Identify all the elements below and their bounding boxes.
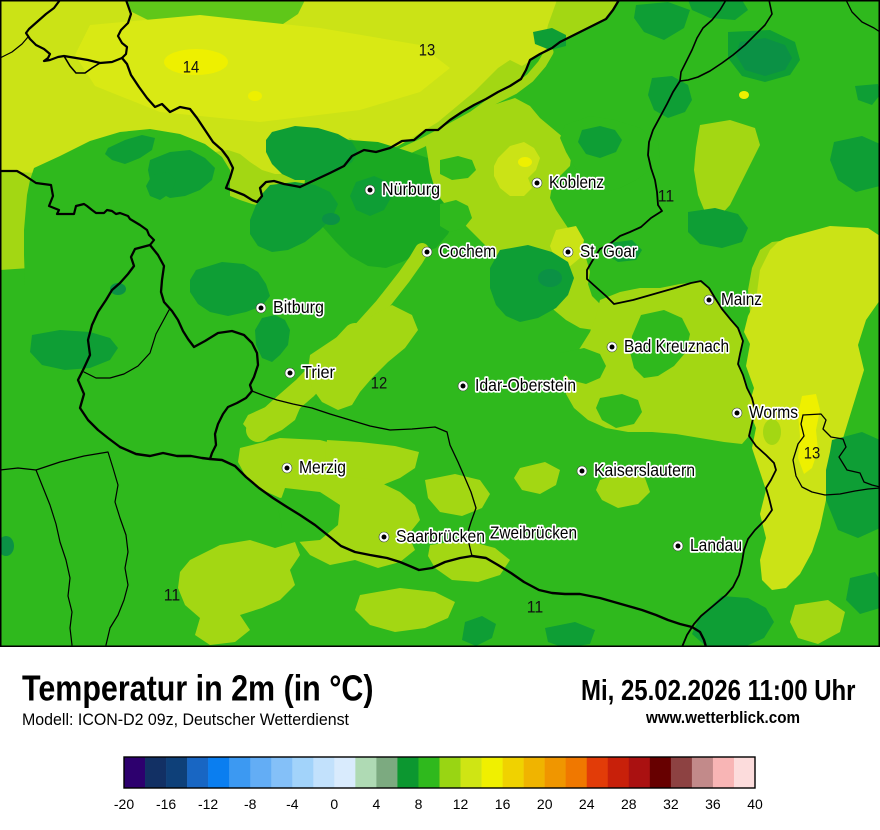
svg-text:11: 11: [527, 599, 544, 617]
svg-text:Idar-Oberstein: Idar-Oberstein: [475, 375, 576, 395]
svg-text:24: 24: [579, 796, 595, 812]
svg-text:11: 11: [658, 188, 675, 206]
svg-text:www.wetterblick.com: www.wetterblick.com: [645, 709, 800, 727]
svg-text:36: 36: [705, 796, 721, 812]
svg-text:Zweibrücken: Zweibrücken: [490, 523, 577, 543]
svg-text:28: 28: [621, 796, 637, 812]
svg-text:13: 13: [804, 445, 821, 463]
svg-text:12: 12: [371, 375, 388, 393]
svg-text:Modell: ICON-D2 09z, Deutscher: Modell: ICON-D2 09z, Deutscher Wetterdie…: [22, 710, 349, 729]
svg-text:Kaiserslautern: Kaiserslautern: [594, 460, 695, 480]
svg-text:Bad Kreuznach: Bad Kreuznach: [624, 336, 729, 356]
svg-text:Temperatur in 2m (in °C): Temperatur in 2m (in °C): [22, 668, 374, 709]
svg-text:Nürburg: Nürburg: [382, 179, 440, 199]
svg-text:Trier: Trier: [302, 362, 335, 382]
svg-text:12: 12: [453, 796, 469, 812]
svg-text:Merzig: Merzig: [299, 457, 346, 477]
svg-text:14: 14: [183, 59, 200, 77]
svg-text:8: 8: [415, 796, 423, 812]
svg-text:20: 20: [537, 796, 553, 812]
svg-text:13: 13: [419, 42, 436, 60]
svg-text:-4: -4: [286, 796, 299, 812]
svg-text:Saarbrücken: Saarbrücken: [396, 526, 485, 546]
svg-text:Bitburg: Bitburg: [273, 297, 324, 317]
svg-text:Cochem: Cochem: [439, 241, 496, 261]
svg-text:32: 32: [663, 796, 679, 812]
svg-text:St. Goar: St. Goar: [580, 241, 637, 261]
svg-text:Koblenz: Koblenz: [549, 172, 604, 192]
svg-text:-20: -20: [114, 796, 134, 812]
svg-text:16: 16: [495, 796, 511, 812]
svg-text:11: 11: [164, 587, 181, 605]
svg-text:0: 0: [330, 796, 338, 812]
svg-text:-8: -8: [244, 796, 257, 812]
svg-text:Landau: Landau: [690, 535, 742, 555]
svg-text:Mi, 25.02.2026 11:00 Uhr: Mi, 25.02.2026 11:00 Uhr: [581, 675, 856, 707]
svg-text:-12: -12: [198, 796, 218, 812]
svg-text:Mainz: Mainz: [721, 289, 762, 309]
svg-text:4: 4: [373, 796, 381, 812]
svg-text:-16: -16: [156, 796, 176, 812]
svg-text:40: 40: [747, 796, 763, 812]
svg-text:Worms: Worms: [749, 402, 798, 422]
